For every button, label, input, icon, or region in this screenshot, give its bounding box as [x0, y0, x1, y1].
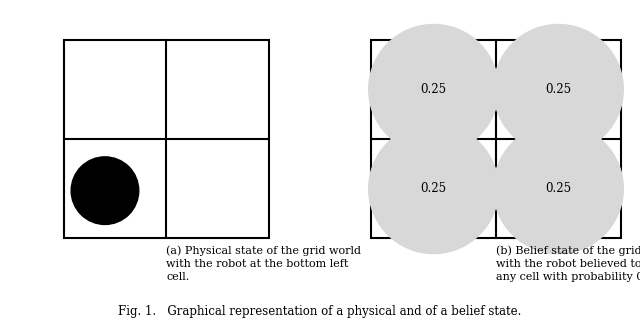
Text: 0.25: 0.25 [545, 182, 572, 195]
Ellipse shape [493, 124, 623, 254]
Text: (a) Physical state of the grid world
with the robot at the bottom left
cell.: (a) Physical state of the grid world wit… [166, 245, 362, 282]
Text: 0.25: 0.25 [420, 182, 447, 195]
Ellipse shape [71, 157, 139, 224]
Ellipse shape [369, 124, 499, 254]
Text: (b) Belief state of the grid world
with the robot believed to be in
any cell wit: (b) Belief state of the grid world with … [496, 245, 640, 282]
Text: 0.25: 0.25 [420, 83, 447, 96]
Text: Fig. 1.   Graphical representation of a physical and of a belief state.: Fig. 1. Graphical representation of a ph… [118, 305, 522, 318]
Bar [371, 40, 621, 238]
Text: 0.25: 0.25 [545, 83, 572, 96]
Ellipse shape [369, 24, 499, 154]
Ellipse shape [493, 24, 623, 154]
Bar [64, 40, 269, 238]
